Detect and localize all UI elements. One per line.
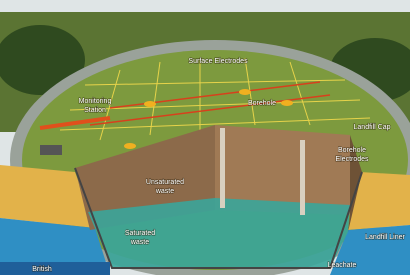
label-british: British bbox=[32, 266, 52, 273]
label-line: Monitoring bbox=[79, 98, 112, 105]
label-borehole: Borehole bbox=[248, 100, 276, 107]
label-line: Surface Electrodes bbox=[188, 58, 248, 65]
label-line: Unsaturated bbox=[146, 179, 184, 186]
label-surface-electrodes: Surface Electrodes bbox=[188, 58, 248, 65]
landfill-diagram: Surface Electrodes Monitoring Station Bor… bbox=[0, 0, 410, 275]
label-line: Borehole bbox=[248, 100, 276, 107]
label-line: Station bbox=[84, 107, 106, 114]
borehole bbox=[220, 128, 225, 208]
electrode bbox=[281, 100, 293, 106]
page: Surface Electrodes Monitoring Station Bor… bbox=[0, 0, 410, 275]
label-line: Leachate bbox=[328, 262, 357, 269]
label-landfill-liner: Landfill Liner bbox=[365, 234, 405, 241]
electrode bbox=[124, 143, 136, 149]
label-line: waste bbox=[155, 188, 174, 195]
label-line: Landfill Cap bbox=[354, 124, 391, 131]
label-line: waste bbox=[130, 239, 149, 246]
borehole bbox=[300, 140, 305, 215]
label-line: British bbox=[32, 266, 52, 273]
label-leachate: Leachate bbox=[328, 262, 357, 269]
scene bbox=[0, 0, 410, 275]
label-line: Landfill Liner bbox=[365, 234, 405, 241]
label-line: Borehole bbox=[338, 147, 366, 154]
label-landfill-cap: Landfill Cap bbox=[354, 124, 391, 131]
electrode bbox=[144, 101, 156, 107]
label-line: Saturated bbox=[125, 230, 155, 237]
label-line: Electrodes bbox=[335, 156, 369, 163]
monitoring-station bbox=[40, 145, 62, 155]
logo-bar bbox=[0, 262, 110, 275]
electrode bbox=[239, 89, 251, 95]
